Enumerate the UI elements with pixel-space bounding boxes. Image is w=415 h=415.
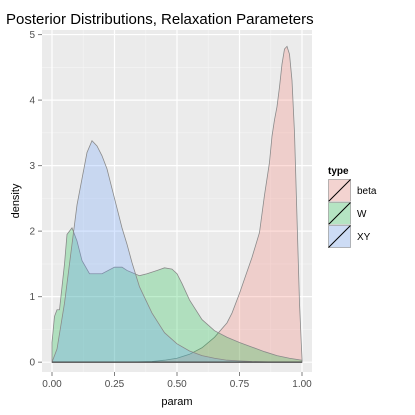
legend-key-slash xyxy=(328,179,351,202)
y-tick-label: 3 xyxy=(29,161,35,172)
chart-title: Posterior Distributions, Relaxation Para… xyxy=(6,11,314,28)
y-axis-ticks: 0 1 2 3 4 5 xyxy=(29,30,42,369)
legend-key-slash xyxy=(328,225,351,248)
y-tick-label: 2 xyxy=(29,227,35,238)
y-tick-label: 5 xyxy=(29,30,35,41)
density-areas xyxy=(51,45,303,363)
x-tick-label: 0.50 xyxy=(167,379,187,390)
x-tick-label: 0.25 xyxy=(105,379,125,390)
density-area-beta xyxy=(52,45,303,363)
y-axis-title: density xyxy=(10,183,22,218)
x-tick-label: 0.00 xyxy=(42,379,62,390)
x-axis-ticks: 0.00 0.25 0.50 0.75 1.00 xyxy=(42,372,312,390)
legend-title: type xyxy=(328,166,349,177)
y-tick-label: 4 xyxy=(29,96,35,107)
legend: type beta W XY xyxy=(327,166,377,249)
x-tick-label: 0.75 xyxy=(230,379,250,390)
y-tick-label: 1 xyxy=(29,292,35,303)
density-area-W xyxy=(51,227,303,363)
density-area-XY xyxy=(51,140,302,363)
legend-label-XY: XY xyxy=(357,232,371,243)
x-tick-label: 1.00 xyxy=(292,379,312,390)
legend-label-beta: beta xyxy=(357,186,377,197)
legend-label-W: W xyxy=(357,209,367,220)
x-axis-title: param xyxy=(161,396,192,408)
legend-key-slash xyxy=(328,202,351,225)
y-tick-label: 0 xyxy=(29,358,35,369)
